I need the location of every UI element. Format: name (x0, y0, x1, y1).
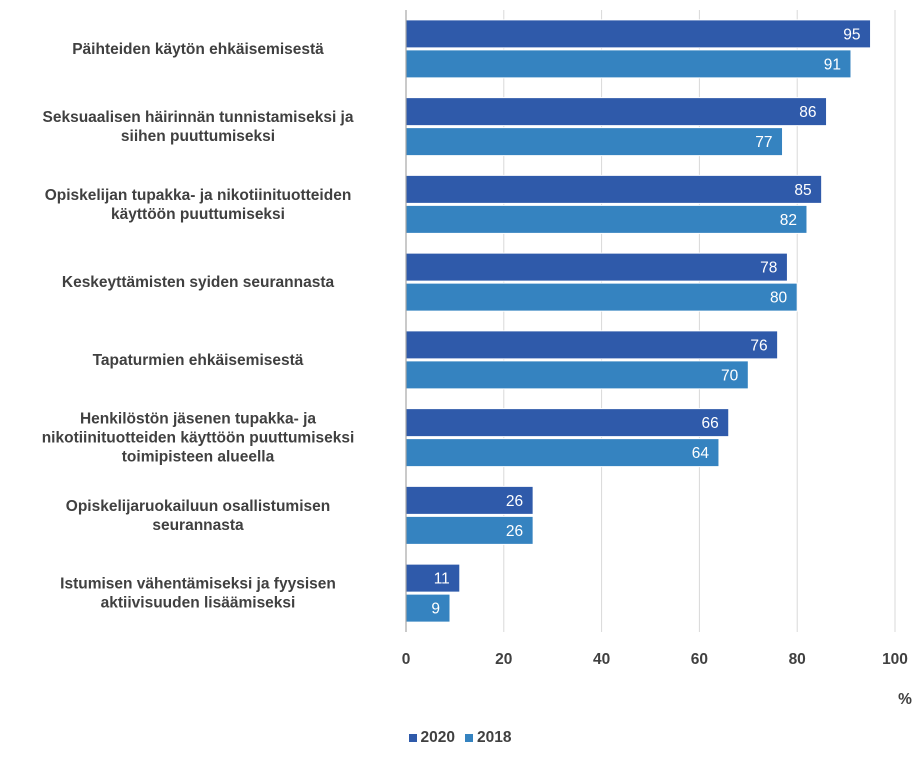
bar-value-label: 85 (794, 182, 811, 199)
bar-2018 (405, 49, 852, 79)
category-label: Seksuaalisen häirinnän tunnistamiseksi j… (43, 109, 354, 145)
category-label: Henkilöstön jäsenen tupakka- ja nikotiini… (42, 411, 355, 466)
bar-value-label: 26 (506, 493, 523, 510)
bar-value-label: 78 (760, 260, 777, 277)
bar-2020 (405, 19, 872, 49)
bar-2018 (405, 282, 798, 312)
legend-swatch (465, 734, 473, 742)
legend-item-2020: 2020 (408, 729, 455, 747)
x-axis-unit-label: % (898, 691, 912, 708)
bar-value-label: 91 (824, 56, 841, 73)
x-tick-label: 0 (402, 651, 411, 668)
x-tick-label: 80 (789, 651, 806, 668)
bar-2020 (405, 252, 788, 282)
bar-value-label: 64 (692, 445, 710, 462)
legend: 2020 2018 (0, 729, 920, 747)
bar-value-label: 11 (434, 571, 450, 588)
bar-2020 (405, 563, 461, 593)
x-tick-label: 100 (882, 651, 908, 668)
bar-2020 (405, 97, 828, 127)
x-tick-label: 40 (593, 651, 610, 668)
legend-label: 2020 (420, 729, 455, 746)
bar-value-label: 80 (770, 290, 788, 307)
bar-value-label: 66 (701, 415, 718, 432)
category-label: Istumisen vähentämiseksi ja fyysisen akti… (60, 576, 336, 612)
category-label: Opiskelijaruokailuun osallistumisen seura… (66, 498, 330, 534)
bar-value-label: 26 (506, 523, 523, 540)
bar-value-label: 70 (721, 367, 739, 384)
bar-2020 (405, 174, 823, 204)
bar-value-label: 82 (780, 212, 797, 229)
bar-value-label: 77 (755, 134, 772, 151)
bar-value-label: 76 (750, 337, 767, 354)
bar-value-label: 86 (799, 104, 816, 121)
bar-2018 (405, 127, 784, 157)
category-label: Opiskelijan tupakka- ja nikotiinituottei… (45, 187, 352, 223)
bar-2018 (405, 360, 749, 390)
x-tick-labels: 0 20 40 60 80 100 (402, 651, 908, 668)
bar-2020 (405, 330, 779, 360)
legend-label: 2018 (477, 729, 512, 746)
legend-item-2018: 2018 (465, 729, 511, 747)
bar-2018 (405, 204, 808, 234)
category-label: Päihteiden käytön ehkäisemisestä (72, 41, 324, 58)
bar-value-label: 9 (431, 601, 440, 618)
bar-2020 (405, 485, 534, 515)
category-labels: Päihteiden käytön ehkäisemisestä Seksuaal… (42, 41, 355, 612)
category-label: Keskeyttämisten syiden seurannasta (62, 274, 335, 291)
bar-2020 (405, 408, 730, 438)
bar-value-label: 95 (843, 26, 860, 43)
legend-swatch (408, 734, 417, 742)
x-tick-label: 20 (495, 651, 512, 668)
category-label: Tapaturmien ehkäisemisestä (93, 352, 304, 369)
x-tick-label: 60 (691, 651, 708, 668)
bar-2018 (405, 438, 720, 468)
bar-2018 (405, 593, 451, 623)
